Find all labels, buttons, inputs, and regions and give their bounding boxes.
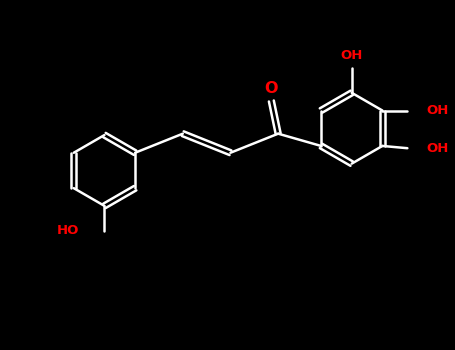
- Text: O: O: [265, 81, 278, 96]
- Text: HO: HO: [57, 224, 80, 237]
- Text: OH: OH: [426, 104, 449, 117]
- Text: OH: OH: [426, 142, 449, 155]
- Text: OH: OH: [340, 49, 363, 62]
